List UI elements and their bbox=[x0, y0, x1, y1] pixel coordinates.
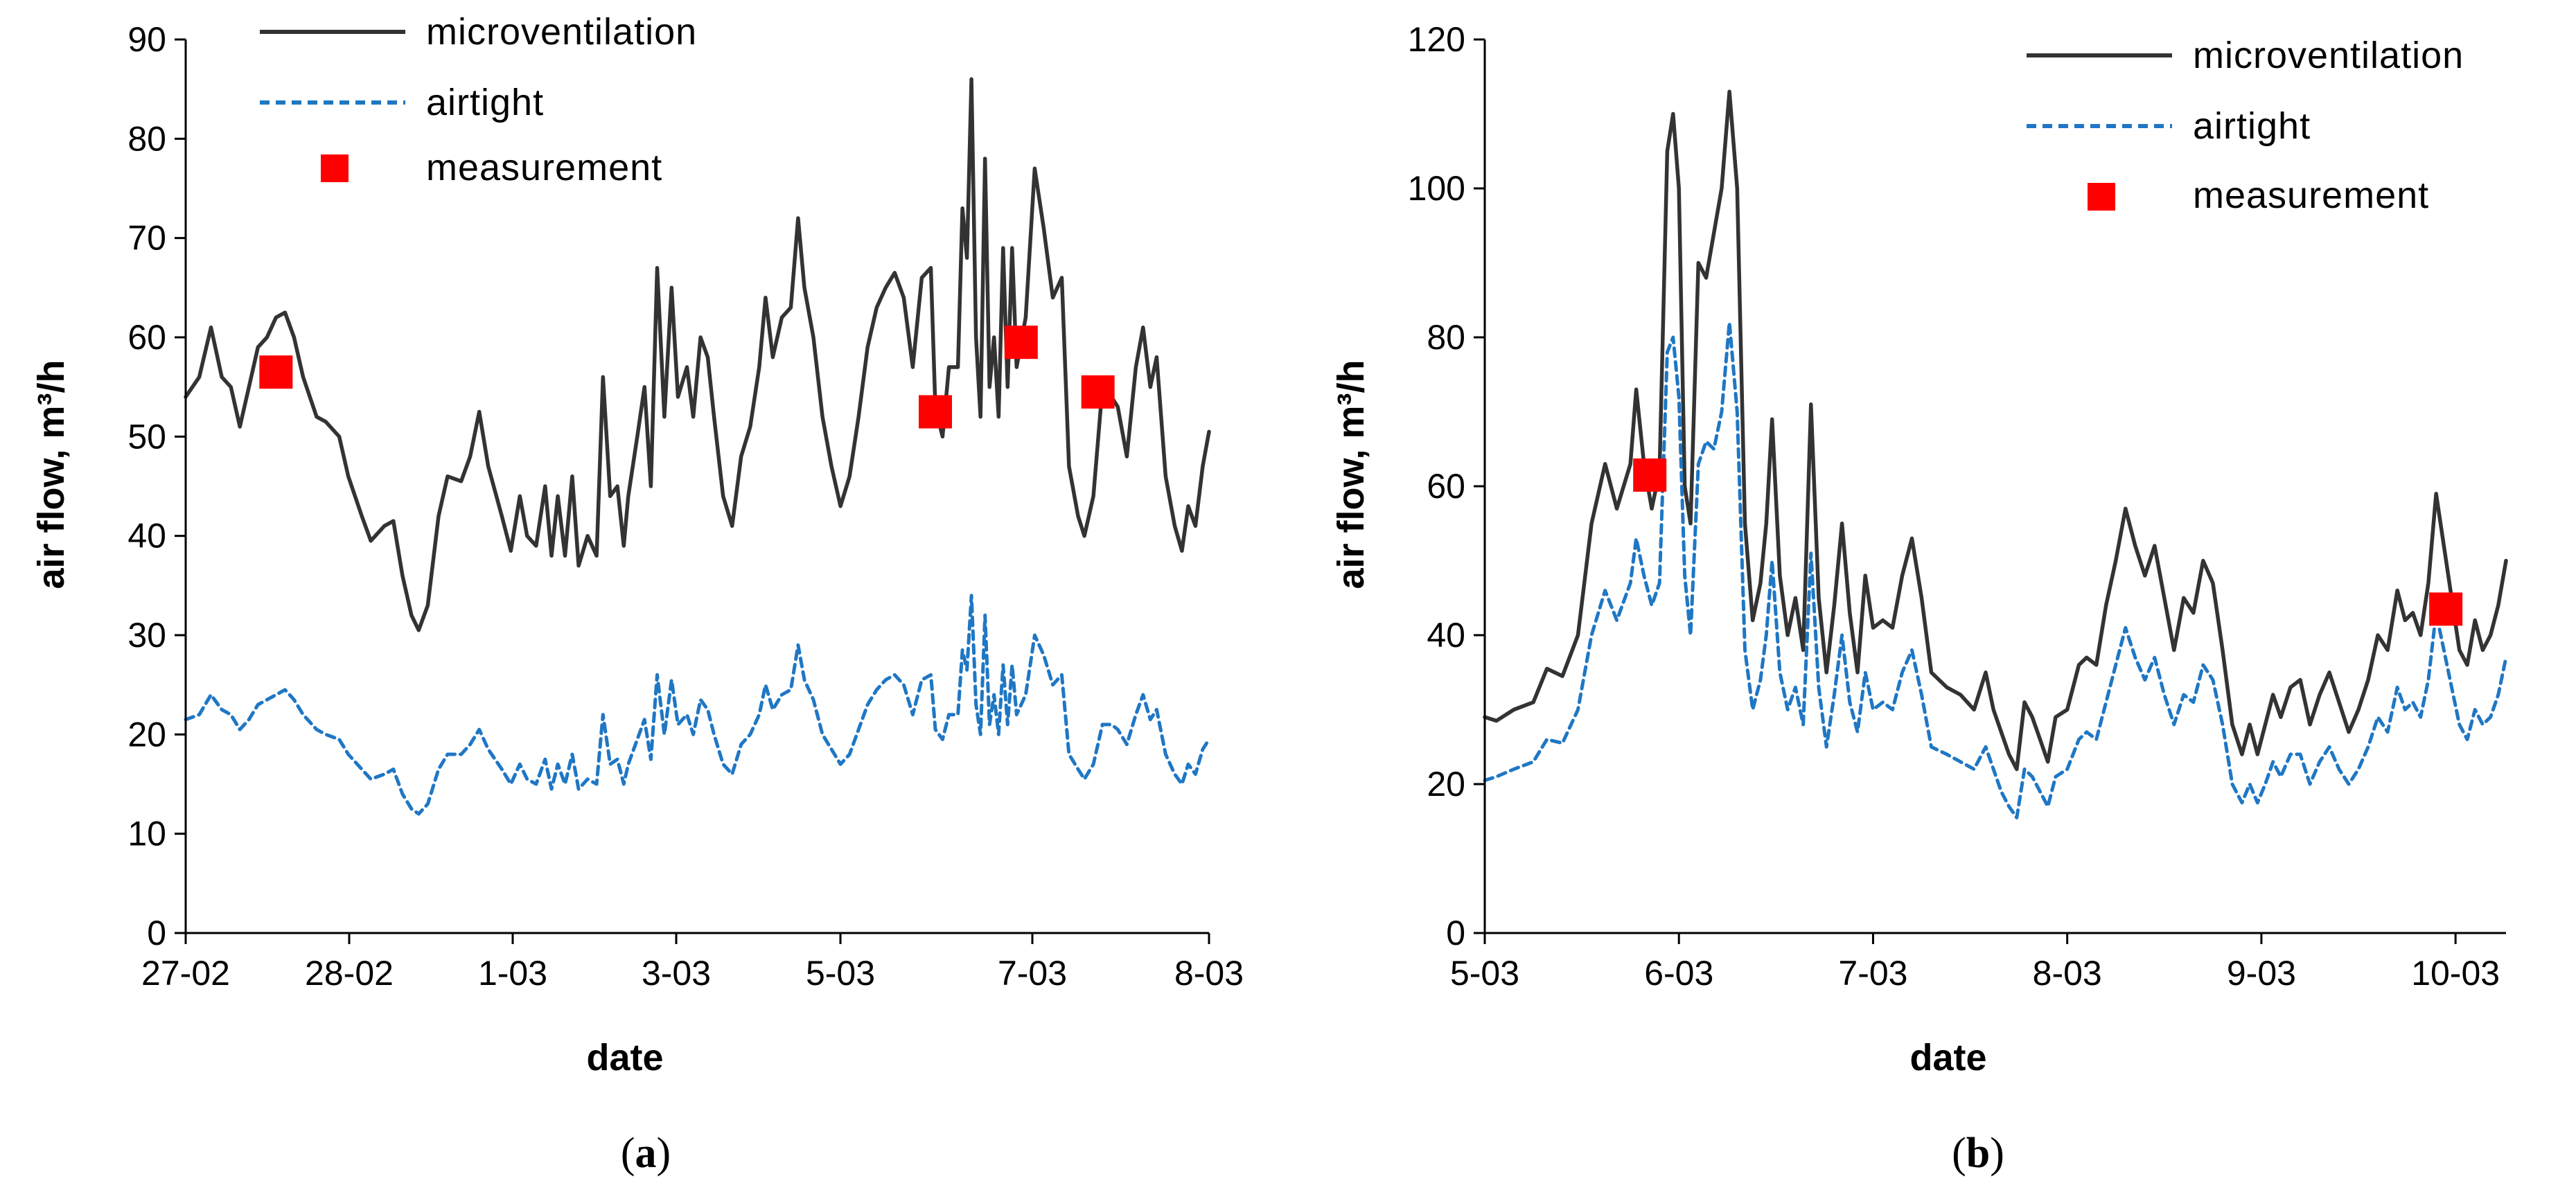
y-axis-label-a: air flow, m³/h bbox=[30, 359, 72, 589]
x-tick-label: 5-03 bbox=[806, 954, 875, 993]
chart-panel-b: 0 20 40 60 80 100 120 5-03 6-03 7-03 8-03 9-03 10-03… bbox=[1330, 20, 2508, 1177]
y-tick-label: 120 bbox=[1408, 20, 1465, 59]
microventilation-line bbox=[1483, 89, 2508, 772]
plot-lines-b bbox=[1483, 89, 2508, 819]
y-tick-label: 70 bbox=[127, 219, 166, 258]
x-tick-label: 7-03 bbox=[1838, 954, 1907, 993]
y-tick-label: 0 bbox=[147, 914, 166, 952]
legend-label-microventilation: microventilation bbox=[426, 11, 697, 53]
y-tick-label: 0 bbox=[1446, 914, 1465, 952]
y-tick-label: 90 bbox=[127, 20, 166, 59]
y-tick-label: 10 bbox=[127, 815, 166, 853]
x-axis-label-a: date bbox=[586, 1037, 663, 1078]
legend-label-measurement: measurement bbox=[426, 147, 662, 188]
legend-a: microventilation airtight measurement bbox=[260, 11, 697, 188]
x-tick-label: 1-03 bbox=[478, 954, 547, 993]
legend-label-airtight: airtight bbox=[426, 82, 544, 123]
x-tick-label: 28-02 bbox=[305, 954, 394, 993]
plot-lines-a bbox=[184, 77, 1211, 816]
measurement-point bbox=[1004, 326, 1038, 359]
y-tick-label: 60 bbox=[127, 318, 166, 357]
x-tick-label: 7-03 bbox=[998, 954, 1067, 993]
measurement-point bbox=[259, 355, 293, 389]
x-tick-label: 3-03 bbox=[642, 954, 711, 993]
airtight-line bbox=[184, 594, 1211, 816]
legend-b: microventilation airtight measurement bbox=[2027, 35, 2464, 216]
legend-swatch-measurement bbox=[2088, 183, 2115, 211]
x-tick-label: 8-03 bbox=[1174, 954, 1244, 993]
x-tick-label: 6-03 bbox=[1644, 954, 1713, 993]
x-tick-label: 27-02 bbox=[141, 954, 230, 993]
legend-swatch-measurement bbox=[321, 154, 349, 182]
y-tick-label: 30 bbox=[127, 616, 166, 655]
y-tick-label: 80 bbox=[1427, 318, 1465, 357]
x-tick-label: 8-03 bbox=[2033, 954, 2102, 993]
y-tick-label: 40 bbox=[1427, 616, 1465, 655]
measurement-point bbox=[1081, 375, 1115, 409]
microventilation-line bbox=[184, 77, 1211, 632]
axes-b: 0 20 40 60 80 100 120 5-03 6-03 7-03 8-03 9-03 10-03 bbox=[1408, 20, 2506, 993]
y-tick-label: 20 bbox=[127, 715, 166, 754]
x-tick-label: 9-03 bbox=[2227, 954, 2296, 993]
y-tick-label: 60 bbox=[1427, 467, 1465, 506]
x-tick-label: 5-03 bbox=[1450, 954, 1519, 993]
measurement-point bbox=[1633, 458, 1667, 492]
y-tick-label: 50 bbox=[127, 417, 166, 456]
y-tick-label: 100 bbox=[1408, 169, 1465, 208]
legend-label-measurement: measurement bbox=[2193, 175, 2429, 216]
caption-a: (a) bbox=[621, 1130, 671, 1177]
legend-label-microventilation: microventilation bbox=[2193, 35, 2464, 76]
y-tick-label: 40 bbox=[127, 517, 166, 556]
x-axis-label-b: date bbox=[1909, 1037, 1986, 1078]
y-tick-label: 80 bbox=[127, 119, 166, 158]
x-tick-label: 10-03 bbox=[2411, 954, 2500, 993]
airtight-line bbox=[1483, 321, 2508, 819]
caption-b: (b) bbox=[1952, 1130, 2004, 1177]
legend-label-airtight: airtight bbox=[2193, 105, 2311, 147]
measurement-point bbox=[919, 395, 953, 429]
axes-a: 0 10 20 30 40 50 60 70 80 90 27-02 28-02 1-03 3-03 5-0… bbox=[127, 20, 1244, 993]
y-tick-label: 20 bbox=[1427, 765, 1465, 803]
measurement-point bbox=[2429, 592, 2463, 626]
chart-panel-a: 0 10 20 30 40 50 60 70 80 90 27-02 28-02 1-03 3-03 5-0… bbox=[30, 11, 1244, 1177]
y-axis-label-b: air flow, m³/h bbox=[1330, 359, 1372, 589]
